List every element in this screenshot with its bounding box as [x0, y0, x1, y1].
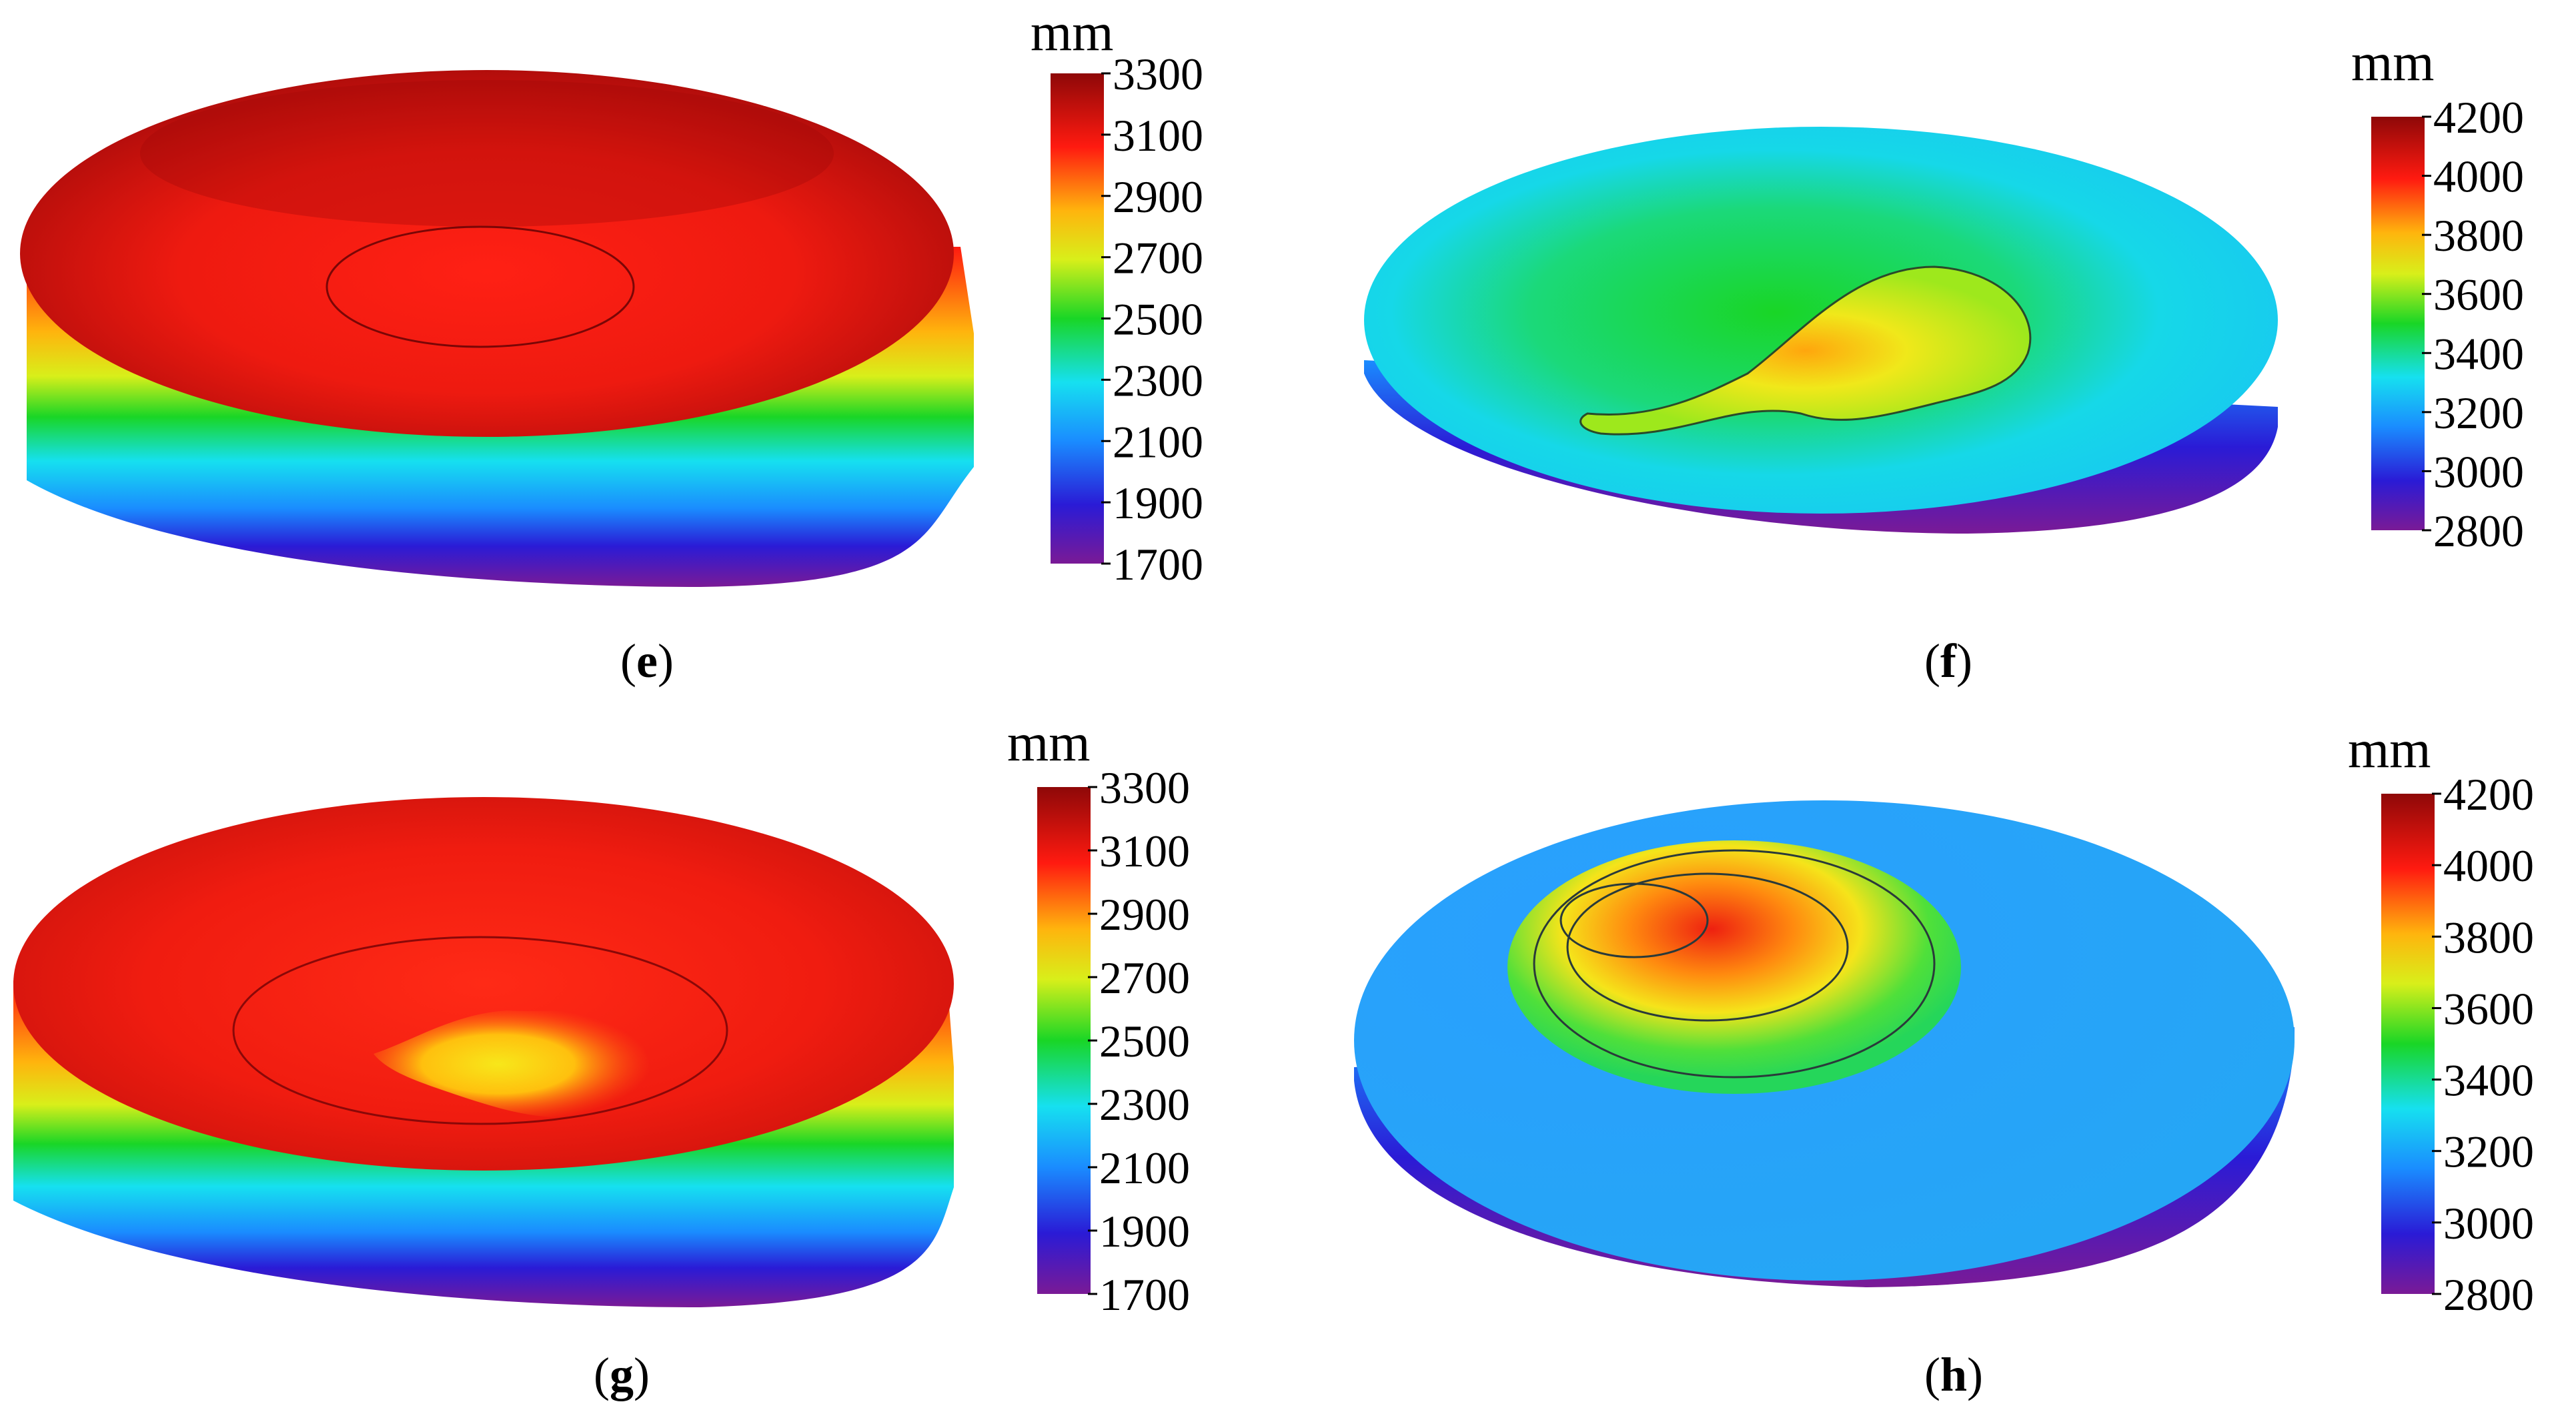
- colorbar-unit-g: mm: [1007, 714, 1090, 772]
- colorbar-tick-label: 1900: [1113, 478, 1203, 528]
- disc-top-g: [13, 797, 954, 1171]
- contour-f: [1579, 265, 2032, 436]
- colorbar-tick-label: 4000: [2433, 151, 2524, 202]
- colorbar-tick-label: 4200: [2433, 92, 2524, 143]
- colorbar-f: mm 4200 4000 3800 3600 3400 3200 3000 2800: [2351, 33, 2524, 556]
- colorbar-gradient-g: [1037, 787, 1091, 1294]
- colorbar-tick-label: 3600: [2433, 269, 2524, 320]
- panel-h: mm 4200 4000 3800 3600 3400 3200 3000 2800 (h): [1354, 720, 2534, 1401]
- colorbar-tick-label: 3400: [2443, 1055, 2534, 1106]
- colorbar-tick-label: 2100: [1099, 1143, 1190, 1193]
- disc-top-rim-e: [140, 80, 834, 227]
- colorbar-unit-f: mm: [2351, 33, 2434, 92]
- panel-g: mm 330031002900270025002300210019001700 …: [13, 714, 1190, 1401]
- colorbar-gradient-h: [2381, 794, 2435, 1294]
- colorbar-tick-label: 3200: [2433, 388, 2524, 438]
- colorbar-tick-label: 4000: [2443, 840, 2534, 891]
- colorbar-g: mm 3300 3100 2900 2700 2500 2300 2100 1900 1700: [1007, 714, 1190, 1320]
- colorbar-tick-label: 2800: [2443, 1269, 2534, 1320]
- colorbar-tick-label: 2800: [2433, 506, 2524, 556]
- contour-h-inner: [1559, 882, 1709, 958]
- colorbar-tick-label: 1900: [1099, 1206, 1190, 1257]
- colorbar-tick-label: 3000: [2443, 1198, 2534, 1249]
- colorbar-tick-label: 2500: [1099, 1016, 1190, 1066]
- colorbar-ticks-f: 4200 4000 3800 3600 3400 3200 3000 2800: [2422, 92, 2524, 556]
- colorbar-tick-label: 3400: [2433, 328, 2524, 379]
- colorbar-tick-label: 2700: [1113, 233, 1203, 283]
- colorbar-tick-label: 1700: [1099, 1269, 1190, 1320]
- colorbar-tick-label: 3600: [2443, 983, 2534, 1034]
- colorbar-tick-label: 3000: [2433, 446, 2524, 497]
- colorbar-gradient-f: [2371, 117, 2425, 530]
- colorbar-tick-label: 2900: [1113, 171, 1203, 222]
- colorbar-tick-label: 1700: [1113, 539, 1203, 590]
- colorbar-tick-label: 2300: [1113, 355, 1203, 406]
- colorbar-tick-label: 3800: [2443, 912, 2534, 962]
- colorbar-ticks-e: 3300 3100 2900 2700 2500 2300 2100 1900 1700: [1101, 49, 1203, 590]
- caption-g: (g): [594, 1348, 650, 1401]
- disc-top-e: [20, 70, 954, 437]
- colorbar-gradient-e: [1051, 73, 1104, 564]
- hot-region-f: [1580, 267, 2030, 435]
- panel-e: mm 330031002900270025002300210019001700 …: [20, 3, 1203, 688]
- colorbar-unit-h: mm: [2348, 720, 2431, 779]
- colorbar-tick-label: 3100: [1113, 110, 1203, 161]
- colorbar-tick-label: 3100: [1099, 826, 1190, 876]
- colorbar-e: mm 3300 3100 2900 2700 2500 2300 2100 1900 1700: [1031, 3, 1203, 590]
- colorbar-tick-label: 3200: [2443, 1127, 2534, 1177]
- hot-region-h: [1507, 840, 1961, 1094]
- colorbar-tick-label: 2900: [1099, 889, 1190, 940]
- colorbar-tick-label: 2100: [1113, 416, 1203, 467]
- colorbar-tick-label: 4200: [2443, 769, 2534, 820]
- surface-plot-e: [20, 70, 974, 587]
- colorbar-h: mm 4200 4000 3800 3600 3400 3200 3000 2800: [2348, 720, 2534, 1320]
- caption-e: (e): [620, 634, 674, 688]
- hot-region-g: [374, 1010, 651, 1118]
- surface-plot-g: [13, 797, 954, 1307]
- colorbar-tick-label: 3800: [2433, 210, 2524, 261]
- caption-h: (h): [1924, 1348, 1983, 1401]
- colorbar-tick-label: 3300: [1113, 49, 1203, 99]
- contour-e: [326, 225, 635, 348]
- contour-h-mid: [1566, 872, 1849, 1022]
- panel-f: mm 4200 4000 3800 3600 3400 3200 3000 2800 (f): [1364, 33, 2524, 688]
- colorbar-ticks-h: 4200 4000 3800 3600 3400 3200 3000 2800: [2432, 769, 2534, 1320]
- colorbar-tick-label: 2500: [1113, 294, 1203, 345]
- surface-plot-h: [1354, 800, 2295, 1287]
- surface-plot-f: [1364, 127, 2278, 534]
- colorbar-tick-label: 2700: [1099, 952, 1190, 1003]
- colorbar-ticks-g: 3300 3100 2900 2700 2500 2300 2100 1900 1700: [1088, 762, 1190, 1320]
- contour-h-outer: [1533, 849, 1936, 1079]
- colorbar-tick-label: 3300: [1099, 762, 1190, 813]
- colorbar-unit-e: mm: [1031, 3, 1113, 62]
- caption-f: (f): [1924, 634, 1972, 688]
- contour-g: [232, 936, 728, 1125]
- colorbar-tick-label: 2300: [1099, 1079, 1190, 1130]
